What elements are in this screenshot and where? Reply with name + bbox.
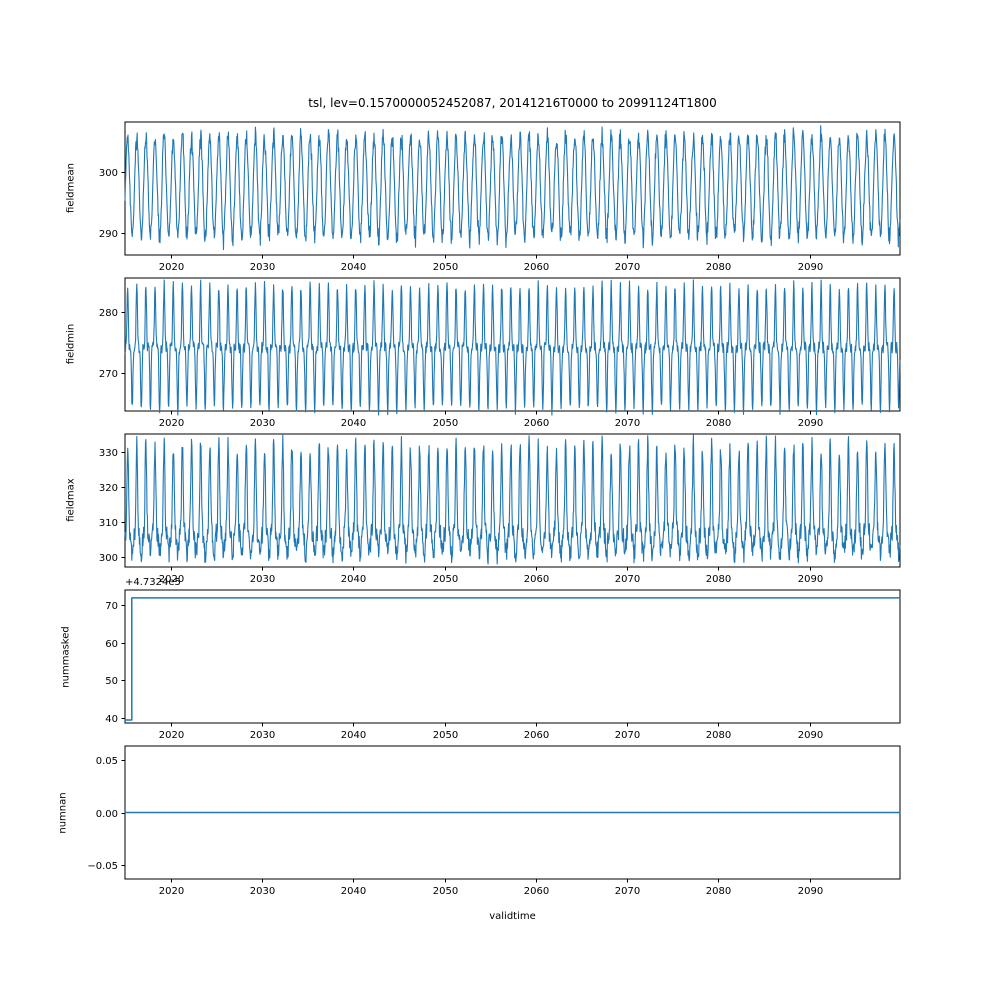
axes-frame-fieldmax	[124, 433, 901, 568]
x-tick-label: 2070	[615, 262, 640, 273]
x-tick-label: 2030	[250, 574, 275, 585]
y-tick-label: −0.05	[87, 861, 118, 872]
x-tick-label: 2090	[798, 418, 823, 429]
y-tick-label: 330	[99, 448, 118, 459]
axes-frame-nummasked	[124, 589, 901, 724]
x-tick-label: 2070	[615, 574, 640, 585]
xlabel-validtime: validtime	[489, 911, 536, 922]
y-axis-offset-text: +4.7324e5	[125, 577, 181, 588]
series-line-nummasked	[124, 597, 901, 721]
y-tick-label: 290	[99, 229, 118, 240]
x-tick-label: 2050	[433, 730, 458, 741]
x-tick-label: 2040	[341, 262, 366, 273]
axes-frame-fieldmin	[124, 277, 901, 412]
x-tick-label: 2030	[250, 418, 275, 429]
x-tick-label: 2080	[706, 262, 731, 273]
x-tick-label: 2050	[433, 886, 458, 897]
y-tick-label: 270	[99, 369, 118, 380]
x-tick-label: 2090	[798, 262, 823, 273]
x-tick-label: 2030	[250, 262, 275, 273]
y-tick-label: 70	[105, 601, 118, 612]
x-tick-label: 2020	[159, 886, 184, 897]
ylabel-fieldmin: fieldmin	[65, 323, 77, 365]
x-tick-label: 2090	[798, 730, 823, 741]
y-tick-label: 280	[99, 308, 118, 319]
x-tick-label: 2070	[615, 418, 640, 429]
y-tick-label: 0.00	[96, 809, 118, 820]
y-tick-label: 40	[105, 714, 118, 725]
x-tick-label: 2080	[706, 730, 731, 741]
series-line-fieldmax	[124, 434, 901, 565]
x-tick-label: 2020	[159, 262, 184, 273]
y-tick-label: 0.05	[96, 756, 118, 767]
x-tick-label: 2030	[250, 730, 275, 741]
x-tick-label: 2060	[524, 418, 549, 429]
x-tick-label: 2060	[524, 574, 549, 585]
x-tick-label: 2060	[524, 262, 549, 273]
ylabel-fieldmax: fieldmax	[65, 478, 77, 522]
y-tick-label: 50	[105, 676, 118, 687]
x-tick-label: 2060	[524, 886, 549, 897]
x-tick-label: 2080	[706, 418, 731, 429]
ylabel-numnan: numnan	[57, 792, 69, 834]
y-tick-label: 60	[105, 639, 118, 650]
x-tick-label: 2090	[798, 574, 823, 585]
y-tick-label: 300	[99, 168, 118, 179]
x-tick-label: 2030	[250, 886, 275, 897]
series-line-fieldmean	[124, 125, 901, 251]
chart-title: tsl, lev=0.1570000052452087, 20141216T00…	[308, 96, 717, 110]
ylabel-nummasked: nummasked	[60, 626, 72, 688]
x-tick-label: 2050	[433, 418, 458, 429]
y-tick-label: 310	[99, 518, 118, 529]
x-tick-label: 2020	[159, 418, 184, 429]
x-tick-label: 2080	[706, 574, 731, 585]
x-tick-label: 2080	[706, 886, 731, 897]
x-tick-label: 2060	[524, 730, 549, 741]
x-tick-label: 2040	[341, 886, 366, 897]
ylabel-fieldmean: fieldmean	[65, 163, 77, 213]
x-tick-label: 2040	[341, 574, 366, 585]
y-tick-label: 320	[99, 483, 118, 494]
x-tick-label: 2050	[433, 574, 458, 585]
x-tick-label: 2070	[615, 886, 640, 897]
series-line-fieldmin	[124, 279, 901, 416]
x-tick-label: 2050	[433, 262, 458, 273]
x-tick-label: 2020	[159, 574, 184, 585]
x-tick-label: 2090	[798, 886, 823, 897]
y-tick-label: 300	[99, 553, 118, 564]
x-tick-label: 2040	[341, 418, 366, 429]
x-tick-label: 2020	[159, 730, 184, 741]
x-tick-label: 2040	[341, 730, 366, 741]
x-tick-label: 2070	[615, 730, 640, 741]
